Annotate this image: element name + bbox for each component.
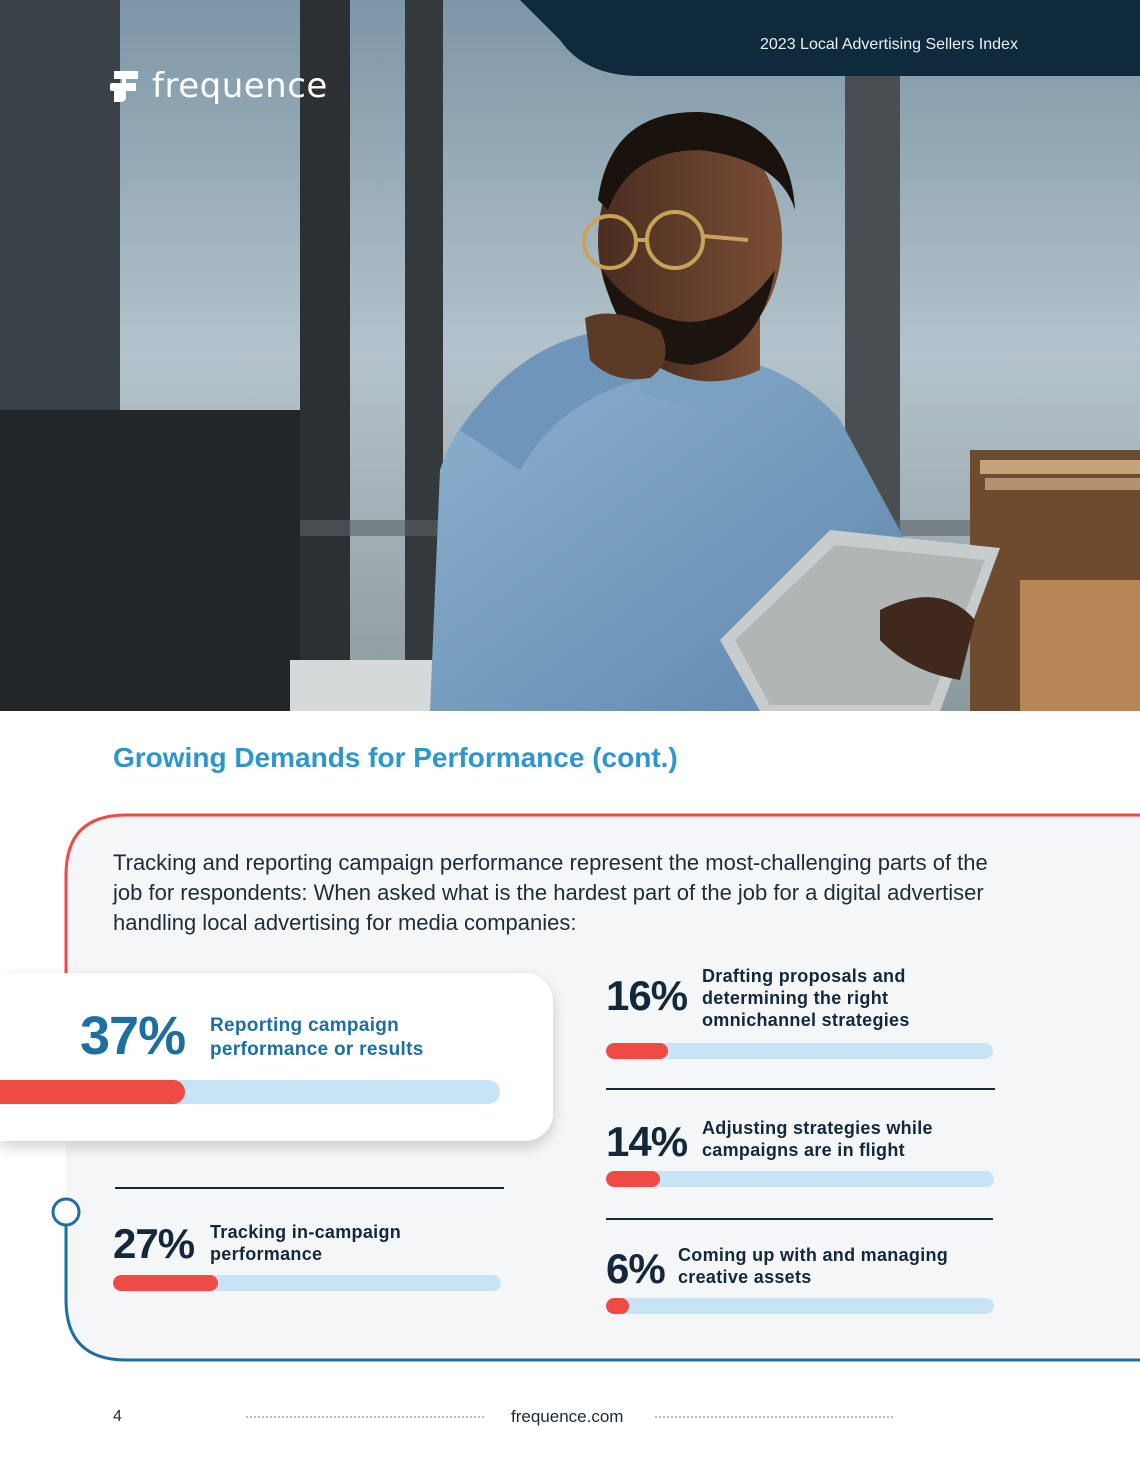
stat-bar-track	[113, 1275, 501, 1291]
stat-bar-track	[606, 1171, 994, 1187]
stat-bar-fill	[606, 1298, 630, 1314]
footer-link[interactable]: frequence.com	[511, 1407, 624, 1426]
stat-label: Reporting campaign performance or result…	[210, 1015, 424, 1060]
stat-bar-fill	[606, 1171, 661, 1187]
footer-dots-left	[246, 1416, 484, 1418]
stat-bar-track	[606, 1298, 994, 1314]
stat-label: Coming up with and managing creative ass…	[678, 1245, 949, 1287]
stat-percent: 27%	[113, 1220, 195, 1267]
stat-percent: 37%	[80, 1006, 186, 1066]
stat-bar-track	[0, 1080, 500, 1104]
brand-logo: frequence	[108, 66, 328, 106]
divider	[115, 1187, 504, 1189]
report-title: 2023 Local Advertising Sellers Index	[760, 36, 1018, 53]
stat-percent: 14%	[606, 1118, 688, 1165]
stat-label: Drafting proposals and determining the r…	[702, 966, 910, 1030]
stat-bar-fill	[0, 1080, 185, 1104]
hero-image	[0, 0, 1140, 711]
panel-border	[51, 813, 1140, 1362]
stat-percent: 6%	[606, 1245, 666, 1292]
featured-stat-card	[0, 973, 553, 1141]
stat-bar-fill	[113, 1275, 218, 1291]
brand-wordmark: frequence	[152, 66, 328, 106]
office-man-with-tablet-photo	[0, 0, 1140, 711]
stat-percent: 16%	[606, 972, 688, 1019]
stat-bar-track	[606, 1043, 993, 1059]
stat-label: Tracking in-campaign performance	[210, 1222, 402, 1264]
stat-bar-fill	[606, 1043, 668, 1059]
stat-label: Adjusting strategies while campaigns are…	[702, 1118, 933, 1160]
frequence-logo-icon	[110, 71, 138, 102]
divider	[606, 1088, 995, 1090]
footer-dots-right	[655, 1416, 893, 1418]
intro-paragraph: Tracking and reporting campaign performa…	[113, 850, 988, 935]
page-number: 4	[113, 1408, 122, 1425]
divider	[606, 1218, 993, 1220]
page-title: Growing Demands for Performance (cont.)	[113, 742, 678, 773]
